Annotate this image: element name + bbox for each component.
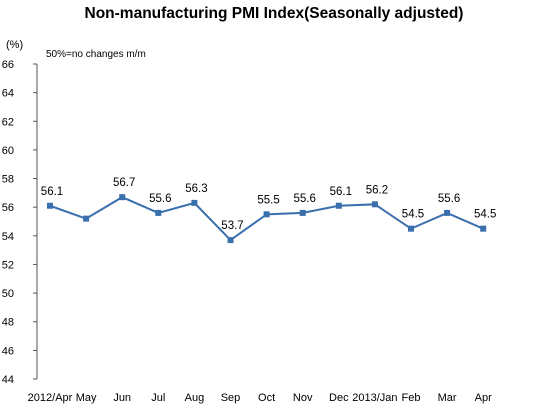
data-point bbox=[299, 209, 306, 216]
chart-title: Non-manufacturing PMI Index(Seasonally a… bbox=[84, 5, 464, 22]
x-tick-label: Dec bbox=[329, 392, 349, 404]
x-tick-label: Mar bbox=[438, 392, 457, 404]
data-point bbox=[191, 199, 198, 206]
data-point bbox=[155, 209, 162, 216]
y-tick-label: 60 bbox=[2, 145, 14, 157]
x-tick-label: Apr bbox=[475, 392, 492, 404]
x-tick-label: Jul bbox=[151, 392, 165, 404]
y-tick-label: 64 bbox=[2, 88, 14, 100]
data-label: 55.6 bbox=[149, 193, 171, 205]
x-tick-label: Aug bbox=[185, 392, 205, 404]
data-point bbox=[408, 225, 414, 232]
y-tick-label: 56 bbox=[2, 202, 14, 214]
data-label: 56.3 bbox=[185, 183, 207, 195]
y-tick-label: 48 bbox=[2, 317, 14, 329]
data-point bbox=[371, 201, 378, 208]
data-label: 55.5 bbox=[257, 194, 279, 206]
data-point bbox=[119, 194, 126, 201]
y-tick-label: 46 bbox=[2, 345, 14, 357]
data-point bbox=[83, 215, 90, 222]
data-label: 55.6 bbox=[438, 193, 460, 205]
data-point bbox=[227, 237, 234, 244]
y-tick-label: 58 bbox=[2, 174, 14, 186]
y-tick-label: 50 bbox=[2, 288, 14, 300]
data-label: 56.7 bbox=[113, 177, 135, 189]
y-tick-label: 66 bbox=[2, 59, 14, 71]
x-tick-label: Jun bbox=[113, 392, 131, 404]
y-tick-label: 54 bbox=[2, 231, 14, 243]
x-tick-label: May bbox=[76, 392, 97, 404]
data-label: 55.6 bbox=[294, 193, 316, 205]
data-point bbox=[480, 225, 487, 232]
y-tick-label: 52 bbox=[2, 259, 14, 271]
x-tick-label: Oct bbox=[258, 392, 275, 404]
data-point bbox=[335, 202, 342, 209]
data-label: 53.7 bbox=[221, 220, 243, 232]
x-tick-label: Feb bbox=[402, 392, 421, 404]
y-tick-label: 44 bbox=[2, 374, 14, 386]
data-label: 56.1 bbox=[41, 186, 63, 198]
y-tick-label: 62 bbox=[2, 116, 14, 128]
data-label: 54.5 bbox=[402, 209, 424, 221]
data-label: 56.2 bbox=[366, 184, 388, 196]
data-label: 54.5 bbox=[474, 209, 496, 221]
y-axis-unit: (%) bbox=[6, 39, 24, 51]
data-point bbox=[47, 202, 53, 209]
data-point bbox=[263, 211, 270, 218]
data-label: 56.1 bbox=[330, 186, 352, 198]
data-point bbox=[444, 209, 451, 216]
x-tick-label: 2013/Jan bbox=[352, 392, 397, 404]
x-tick-label: 2012/Apr bbox=[28, 392, 73, 404]
x-tick-label: Nov bbox=[293, 392, 313, 404]
chart-note: 50%=no changes m/m bbox=[46, 49, 146, 60]
x-tick-label: Sep bbox=[221, 392, 241, 404]
